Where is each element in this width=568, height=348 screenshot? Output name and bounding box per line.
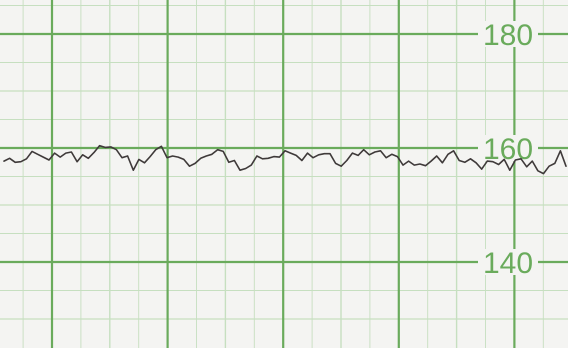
y-tick-label-160: 160 (483, 133, 533, 166)
tick-label-backdrop (478, 21, 538, 47)
y-tick-labels: 140 160 180 (483, 19, 533, 280)
tick-label-backdrop (478, 249, 538, 275)
tick-label-backdrop (478, 135, 538, 161)
y-tick-label-180: 180 (483, 19, 533, 52)
tick-label-backdrops (478, 21, 538, 275)
heart-rate-trace (3, 144, 567, 175)
y-tick-label-140: 140 (483, 247, 533, 280)
